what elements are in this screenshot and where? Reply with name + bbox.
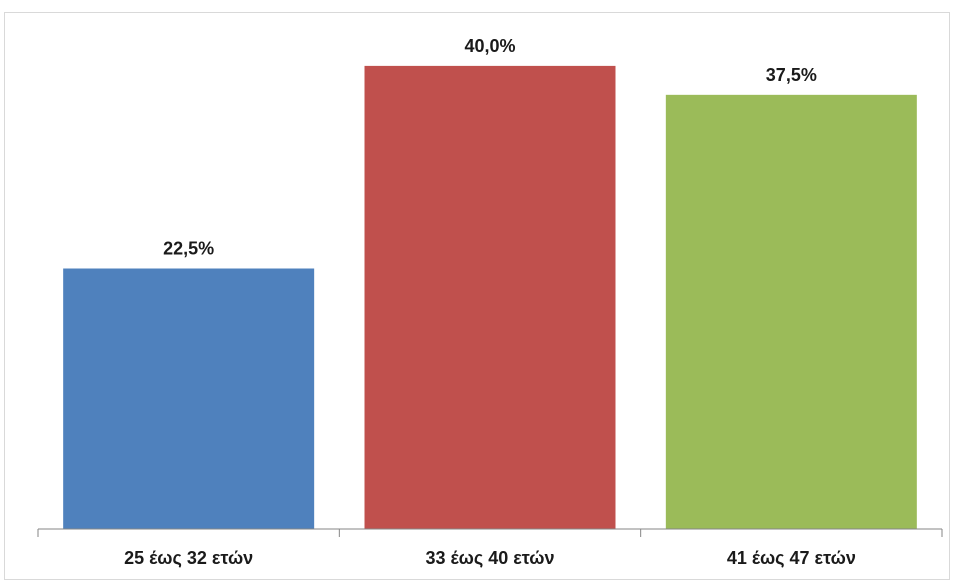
data-label-2: 40,0% <box>464 36 515 56</box>
bar-1 <box>63 268 315 529</box>
category-label-2: 33 έως 40 ετών <box>425 548 554 568</box>
bar-2 <box>364 65 616 529</box>
category-label-1: 25 έως 32 ετών <box>124 548 253 568</box>
bar-3 <box>665 94 917 529</box>
data-label-3: 37,5% <box>766 65 817 85</box>
category-label-3: 41 έως 47 ετών <box>727 548 856 568</box>
data-label-1: 22,5% <box>163 239 214 259</box>
